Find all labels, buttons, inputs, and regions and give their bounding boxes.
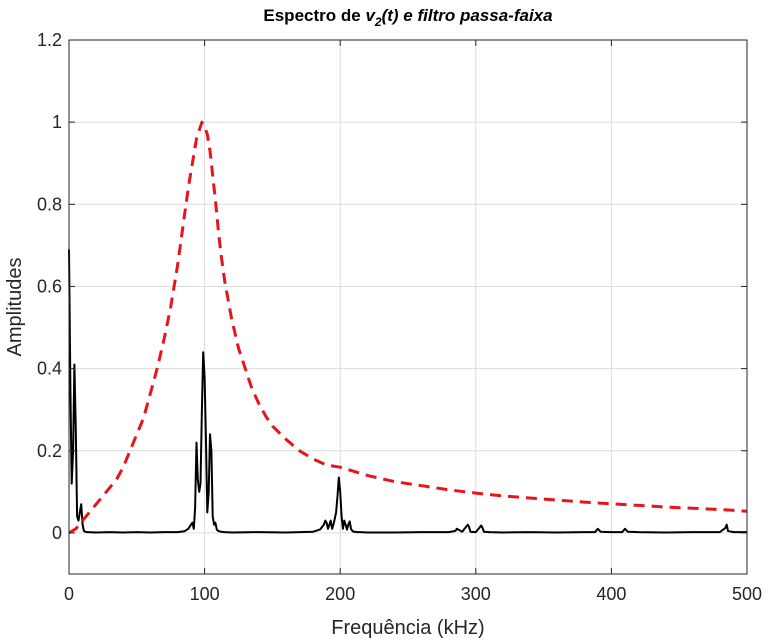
x-tick-label-0: 0 [64, 584, 74, 604]
y-tick-label-4: 0.8 [37, 194, 62, 214]
y-tick-label-6: 1.2 [37, 30, 62, 50]
y-tick-label-0: 0 [52, 523, 62, 543]
axes-box [68, 39, 748, 575]
y-axis-label: Amplitudes [4, 258, 26, 357]
y-tick-label-1: 0.2 [37, 441, 62, 461]
spectrum-line [68, 249, 747, 534]
x-tick-label-5: 500 [732, 584, 762, 604]
chart-title-prefix: Espectro de [263, 6, 365, 25]
series-group [68, 120, 748, 535]
y-tick-label-3: 0.6 [37, 276, 62, 296]
chart-title: Espectro de v2(t) e filtro passa-faixa [263, 6, 552, 29]
plot-area: 0 100 200 300 400 500 0 0.2 0.4 0.6 0.8 1 1.2 [37, 30, 762, 604]
chart-title-suffix: (t) e filtro passa-faixa [382, 6, 553, 25]
x-tick-label-1: 100 [190, 584, 220, 604]
y-tick-label-5: 1 [52, 112, 62, 132]
chart-title-sub: 2 [374, 15, 382, 29]
x-tick-label-2: 200 [325, 584, 355, 604]
x-axis-label: Frequência (kHz) [331, 617, 484, 639]
y-axis-ticks: 0 0.2 0.4 0.6 0.8 1 1.2 [37, 30, 747, 543]
y-tick-label-2: 0.4 [37, 359, 62, 379]
chart-title-var: v [365, 6, 376, 25]
filter-response-line [68, 120, 748, 535]
x-axis-ticks: 0 100 200 300 400 500 [64, 40, 762, 604]
x-tick-label-3: 300 [461, 584, 491, 604]
x-tick-label-4: 400 [596, 584, 626, 604]
